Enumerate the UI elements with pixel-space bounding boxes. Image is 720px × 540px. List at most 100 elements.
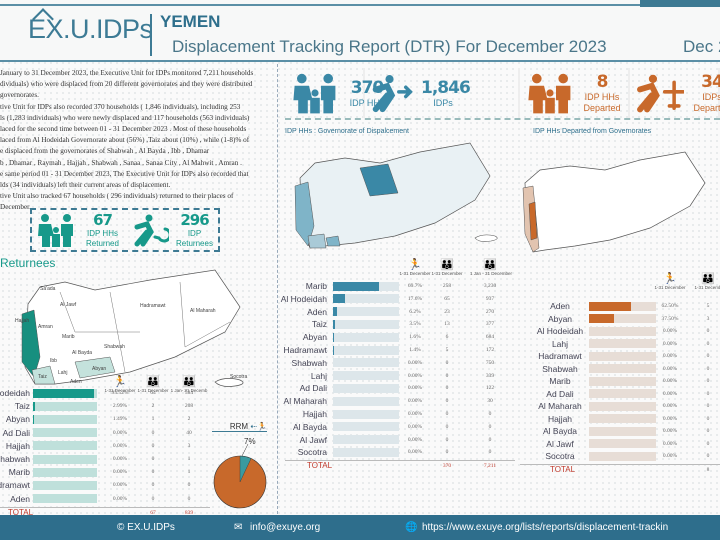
- table-row: Aden 62.50% 5: [520, 300, 720, 312]
- bar-track: [589, 376, 656, 386]
- row-value: 1: [151, 416, 155, 423]
- row-value: 64: [150, 390, 156, 396]
- displaced-person-icon: 🏃: [663, 273, 677, 285]
- footer-url[interactable]: https://www.exuye.org/lists/reports/disp…: [422, 522, 669, 533]
- row-value: 0.00%: [407, 385, 423, 392]
- row-value: 2.99%: [112, 403, 128, 410]
- column-header: 1 Jan- 31 Decemb: [170, 388, 208, 393]
- row-value: 0: [445, 372, 449, 379]
- row-value: 62.50%: [661, 303, 679, 309]
- bar-track: [333, 409, 399, 419]
- bar-track: [33, 454, 97, 464]
- bar-fill: [33, 388, 95, 398]
- region-taiz: [307, 233, 327, 249]
- row-name: Al Jawf: [546, 438, 574, 449]
- row-value: 0: [445, 359, 449, 366]
- row-value: 0.00%: [112, 442, 128, 449]
- header: [0, 0, 720, 62]
- family-icon: 👪: [146, 376, 160, 388]
- row-name: Hajjah: [5, 440, 30, 451]
- logo-text: EX.U.IDPs: [28, 14, 153, 44]
- bar-track: [333, 422, 399, 432]
- summary-text: January to 31 December 2023, the Executi…: [0, 68, 275, 214]
- family-icon: 👪: [701, 273, 715, 285]
- row-value: 0: [488, 411, 492, 417]
- row-name: Al Maharah: [283, 396, 327, 407]
- bar-fill: [333, 332, 335, 342]
- map-label: Amran: [38, 324, 53, 330]
- row-value: 0: [187, 495, 191, 502]
- bar-track: [333, 371, 399, 381]
- row-value: 0.00%: [662, 328, 678, 334]
- table-row: Shabwah 0.00% 0 750: [285, 357, 515, 369]
- row-name: Abyan: [302, 332, 327, 343]
- row-value: 0: [488, 449, 492, 456]
- row-name: Aden: [10, 493, 30, 504]
- total-rule: [520, 463, 720, 465]
- column-header: 1-31 December: [654, 285, 686, 290]
- bar-track: [589, 389, 656, 398]
- rrm-pie-chart: 7%: [213, 437, 267, 509]
- row-value: 0.00%: [662, 428, 678, 434]
- row-value: 2: [187, 416, 191, 423]
- header-divider: [150, 14, 152, 56]
- table-row: Taiz 2.99% 2 208: [0, 400, 210, 412]
- page-title: Displacement Tracking Report (DTR) For D…: [172, 37, 607, 56]
- table-row: Taiz 3.5% 13 377: [285, 318, 515, 330]
- map-label: Hajjah: [15, 318, 29, 324]
- row-value: 0.00%: [407, 359, 423, 366]
- row-value: 270: [485, 308, 495, 315]
- summary-line: laced for the second time between 01 - 3…: [0, 125, 247, 134]
- region-abyan: [74, 356, 116, 379]
- kpi-text: 370 IDP HHs: [345, 78, 389, 109]
- row-name: Abyan: [5, 414, 30, 425]
- row-value: 0: [151, 469, 155, 476]
- row-value: 1.4%: [409, 347, 421, 353]
- row-value: 0: [151, 482, 155, 489]
- returned-kpi-box: 67 IDP HHs Returned 296 IDP Returnees: [30, 208, 220, 252]
- column-header: 1-31 Decemb: [694, 285, 720, 290]
- map-label: Shabwah: [104, 344, 125, 350]
- row-value: 0: [706, 365, 710, 372]
- table-row: Al Jawf 0.00% 0: [520, 438, 720, 450]
- row-value: 30: [487, 398, 493, 405]
- table-row: Socotra 0.00% 0: [520, 450, 720, 462]
- summary-line: e displaced from the governorates of Sha…: [0, 147, 210, 156]
- row-value: 6: [445, 334, 449, 341]
- kpi-label: IDP Returnees: [176, 229, 213, 248]
- displaced-person-icon: 🏃: [408, 259, 422, 271]
- map-label: Al Maharah: [190, 308, 216, 314]
- total-label: TOTAL: [307, 461, 333, 471]
- summary-line: December.: [0, 203, 31, 212]
- row-value: 684: [485, 334, 495, 341]
- row-name: Socotra: [297, 447, 327, 458]
- footer: © EX.U.IDPs ✉ info@exuye.org 🌐 https://w…: [0, 515, 720, 540]
- table-row: Shabwah 0.00% 0 1: [0, 453, 210, 465]
- table-row: Hajjah 0.00% 0 0: [285, 408, 515, 420]
- table-row: Lahj 0.00% 0 339: [285, 370, 515, 382]
- row-value: 0: [151, 429, 155, 436]
- row-value: 0: [187, 482, 191, 489]
- bar-track: [589, 339, 656, 348]
- column-header: 1 Jan - 31 December: [470, 271, 513, 276]
- kpi-value: 8: [596, 72, 609, 92]
- table-row: Aden 6.2% 23 270: [285, 306, 515, 318]
- row-value: 0: [706, 328, 710, 334]
- summary-line: b , Dhamar , Raymah , Hajjah , Shabwah ,…: [0, 158, 242, 167]
- summary-line: dividuals) who were displaced from 20 di…: [0, 80, 253, 89]
- row-value: 3,230: [483, 283, 497, 289]
- kpi-hhs-returned: 67 IDP HHs Returned: [36, 211, 124, 249]
- family-icon: 👪: [182, 376, 196, 388]
- map-label: Socotra: [230, 374, 247, 380]
- table-row: Hadramawt 0.00% 0 0: [0, 479, 210, 491]
- running-person-icon: [371, 73, 415, 113]
- row-value: 5: [706, 303, 710, 309]
- row-value: 584: [184, 390, 194, 396]
- footer-email[interactable]: info@exuye.org: [250, 522, 321, 533]
- logo: EX.U.IDPs: [28, 8, 153, 45]
- row-name: Ad Dali: [546, 388, 574, 399]
- kpi-label: IDP HHs: [349, 97, 385, 108]
- row-name: Taiz: [14, 401, 30, 412]
- kpi-returnees: 296 IDP Returnees: [131, 211, 215, 249]
- row-value: 0: [488, 436, 492, 443]
